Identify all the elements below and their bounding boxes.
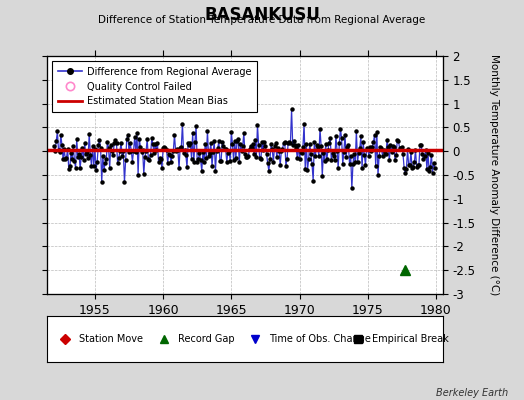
Text: Time of Obs. Change: Time of Obs. Change: [269, 334, 370, 344]
Text: Record Gap: Record Gap: [178, 334, 234, 344]
Text: BASANKUSU: BASANKUSU: [204, 6, 320, 24]
Text: Berkeley Earth: Berkeley Earth: [436, 388, 508, 398]
Text: Empirical Break: Empirical Break: [372, 334, 449, 344]
Text: Difference of Station Temperature Data from Regional Average: Difference of Station Temperature Data f…: [99, 15, 425, 25]
Text: Station Move: Station Move: [79, 334, 143, 344]
Y-axis label: Monthly Temperature Anomaly Difference (°C): Monthly Temperature Anomaly Difference (…: [489, 54, 499, 296]
Legend: Difference from Regional Average, Quality Control Failed, Estimated Station Mean: Difference from Regional Average, Qualit…: [52, 61, 257, 112]
